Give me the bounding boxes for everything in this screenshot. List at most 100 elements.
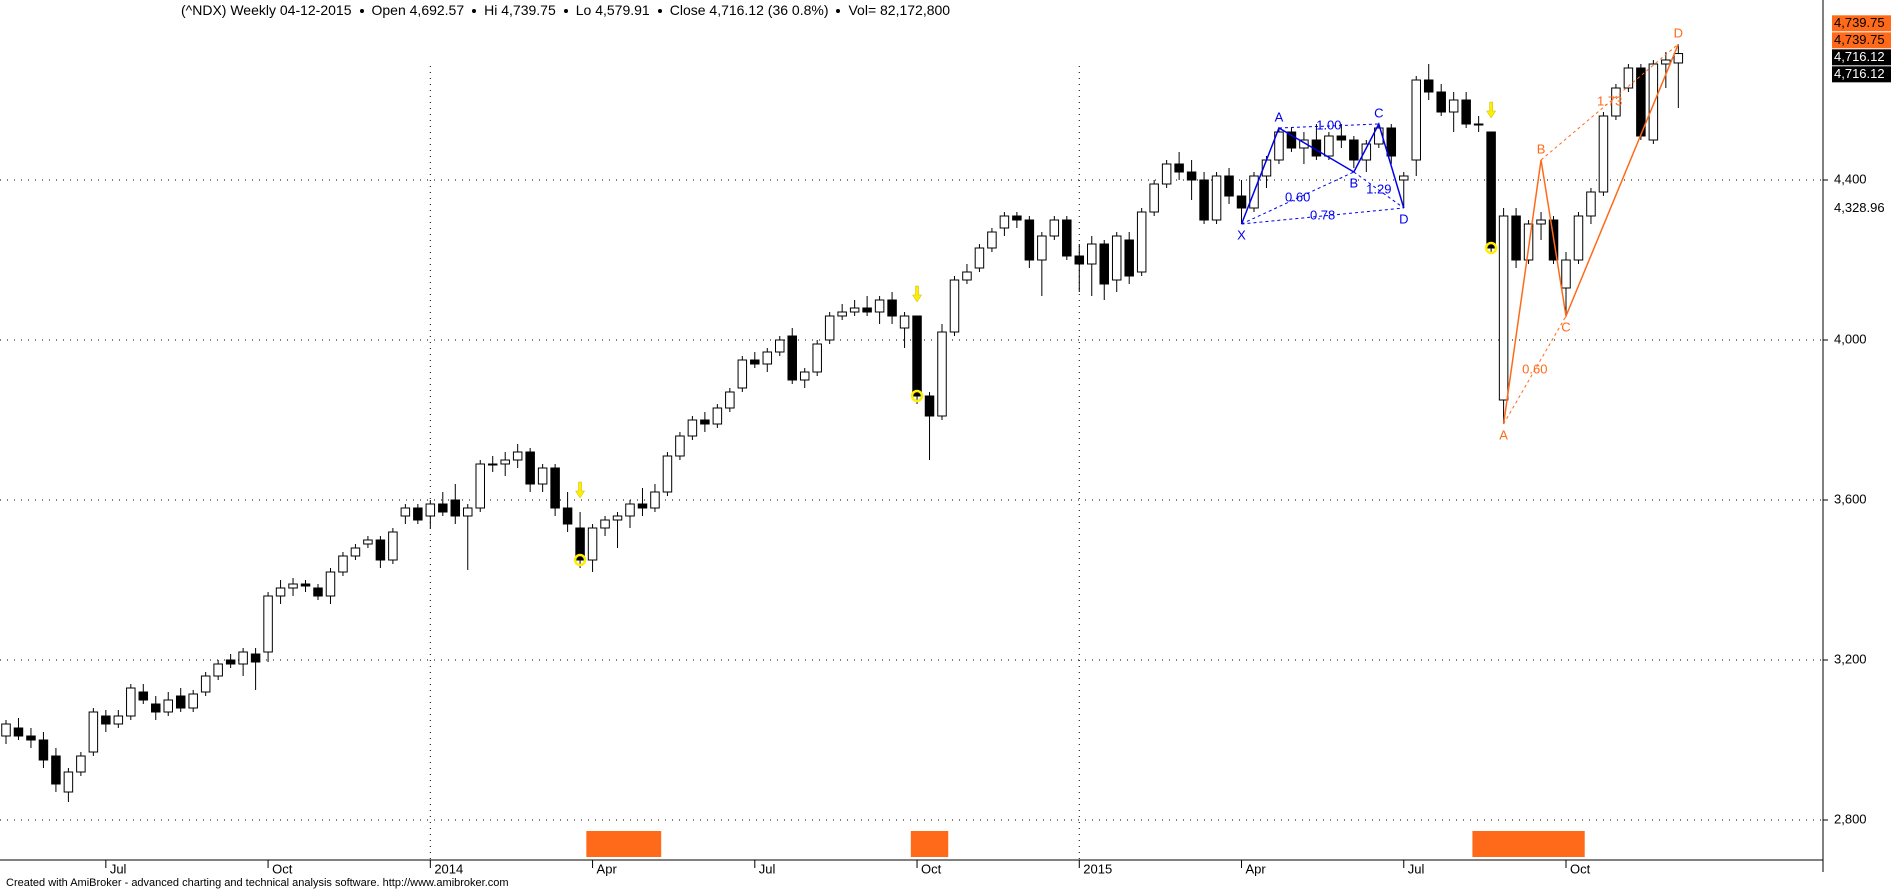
x-tick-label: 2015: [1083, 861, 1112, 876]
candle-body: [1299, 139, 1309, 149]
pattern-ratio-line: [1241, 171, 1355, 225]
candle-body: [512, 451, 523, 461]
signal-zone: [1472, 831, 1585, 857]
signal-arrow: [1486, 101, 1497, 119]
y-tick-label: 4,400: [1834, 171, 1867, 186]
candle-body: [1399, 175, 1409, 181]
pattern-point-label: B: [1350, 175, 1359, 190]
candle-body: [1448, 99, 1459, 113]
candle-body: [600, 519, 610, 529]
candle-body: [500, 459, 510, 465]
header-field: Lo 4,579.91: [556, 2, 650, 18]
price-label-box: [1832, 32, 1891, 49]
candle-body: [338, 555, 348, 573]
x-tick-label: Apr: [597, 861, 618, 876]
candle-body: [750, 359, 760, 365]
candle-body: [400, 507, 411, 517]
pattern-point-label: X: [1237, 227, 1246, 242]
pattern-ratio: 0.60: [1285, 189, 1310, 204]
signal-zone: [910, 831, 949, 857]
candle-body: [1511, 215, 1521, 261]
pattern-point-label: C: [1561, 319, 1570, 334]
candle-body: [388, 531, 398, 561]
candle-body: [650, 491, 660, 509]
price-label: 4,739.75: [1834, 32, 1885, 47]
pattern-point-label: A: [1275, 109, 1284, 124]
candle-body: [1012, 215, 1022, 221]
candle-body: [363, 539, 373, 545]
candle-body: [837, 311, 847, 317]
candle-body: [550, 467, 560, 509]
candle-body: [13, 727, 24, 737]
candle-body: [263, 595, 273, 653]
candle-body: [725, 391, 735, 409]
header-field: Vol= 82,172,800: [828, 2, 950, 18]
x-tick-label: 2014: [434, 861, 463, 876]
pattern-ratio: 0.60: [1522, 361, 1547, 376]
price-label: 4,716.12: [1834, 66, 1885, 81]
signal-circle: [573, 553, 587, 567]
pattern: 1.00 0.600.78 1.29 X A B C D: [1237, 105, 1408, 242]
candle-body: [1324, 135, 1334, 157]
candle-body: [924, 395, 935, 417]
pattern-ratio: 1.00: [1316, 117, 1341, 132]
candle-body: [537, 467, 548, 485]
candle-body: [962, 271, 972, 281]
signal-arrow: [575, 481, 586, 499]
candle-body: [225, 659, 236, 665]
candle-body: [88, 711, 99, 753]
candle-body: [1049, 219, 1060, 237]
candle-body: [213, 663, 223, 677]
candle-body: [26, 735, 36, 741]
candle-body: [625, 503, 635, 517]
candle-body: [1111, 235, 1122, 281]
candle-body: [475, 463, 485, 509]
header-field: Close 4,716.12 (36 0.8%): [650, 2, 829, 18]
candle-body: [912, 315, 922, 397]
candle-body: [1087, 243, 1097, 265]
candle-body: [288, 583, 298, 589]
price-label: 4,716.12: [1834, 49, 1885, 64]
candle-body: [587, 527, 598, 561]
header-field: Hi 4,739.75: [464, 2, 556, 18]
pattern-point-label: A: [1499, 427, 1508, 442]
candle-body: [1211, 175, 1222, 221]
candle-body: [1074, 255, 1085, 265]
candle-body: [1523, 223, 1534, 261]
candle-body: [450, 499, 461, 517]
price-label: 4,328.96: [1834, 200, 1885, 215]
x-tick-label: Jul: [1408, 861, 1425, 876]
candle-body: [575, 527, 585, 561]
candle-body: [637, 503, 648, 509]
candle-body: [200, 675, 211, 693]
candle-body: [1423, 79, 1434, 93]
candle-body: [101, 715, 111, 725]
candle-body: [1623, 67, 1634, 89]
candle-body: [675, 435, 685, 457]
candle-body: [63, 771, 74, 793]
x-tick-label: Oct: [272, 861, 293, 876]
candle-body: [525, 451, 535, 485]
candle-body: [874, 299, 885, 313]
candle-body: [1099, 243, 1109, 285]
candle-body: [313, 587, 323, 597]
candle-body: [1498, 215, 1509, 401]
pattern-leg: [1502, 43, 1680, 425]
footer: Created with AmiBroker - advanced charti…: [6, 877, 509, 889]
candle-body: [762, 351, 773, 365]
signal-circle: [910, 389, 924, 403]
y-tick-label: 2,800: [1834, 811, 1867, 826]
candle-body: [1361, 143, 1372, 161]
candle-body: [700, 419, 710, 425]
candle-body: [1336, 135, 1347, 141]
candle-body: [899, 315, 910, 329]
candle-body: [325, 571, 336, 597]
y-tick-label: 4,000: [1834, 331, 1867, 346]
candle-body: [687, 419, 698, 437]
candle-body: [999, 215, 1010, 229]
signal-zone: [586, 831, 662, 857]
candle-body: [76, 755, 86, 773]
candle-body: [737, 359, 748, 389]
candle-body: [38, 739, 49, 761]
